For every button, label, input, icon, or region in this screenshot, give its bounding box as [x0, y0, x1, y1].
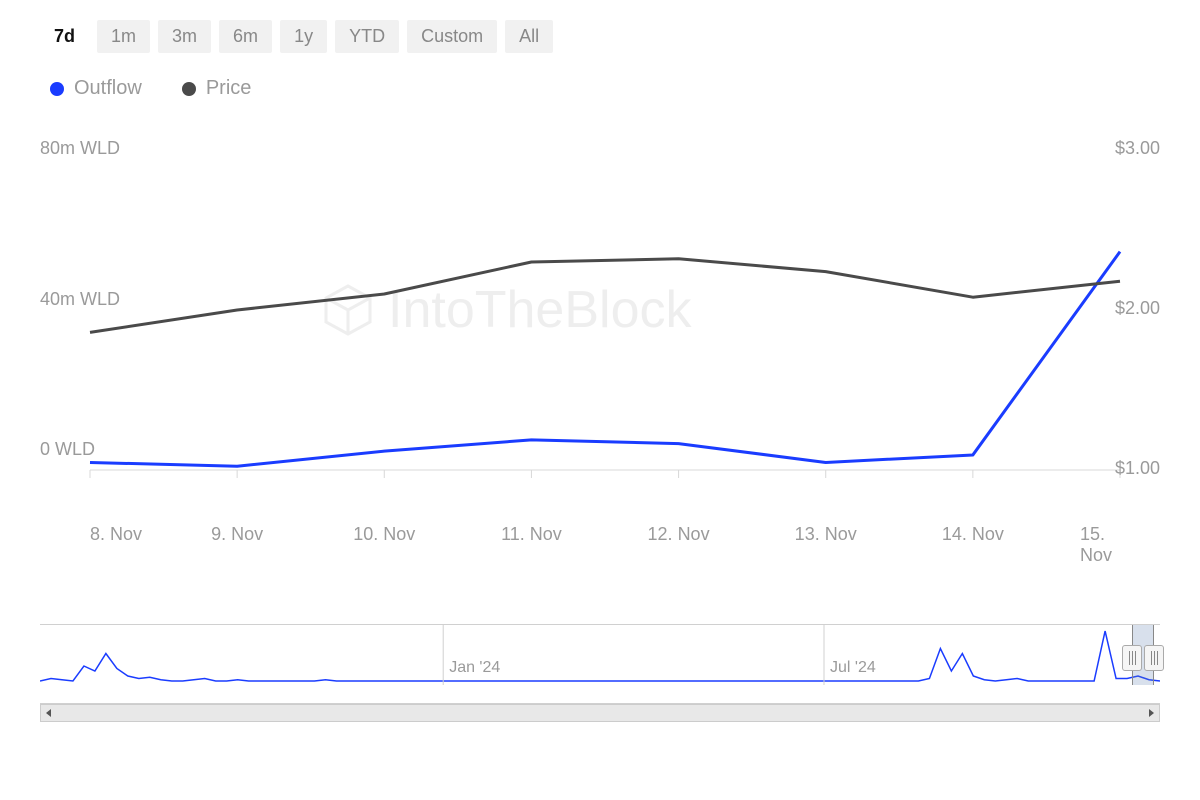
x-tick-label: 8. Nov	[90, 524, 142, 545]
timeframe-3m[interactable]: 3m	[158, 20, 211, 53]
navigator-resize-handle[interactable]	[1144, 645, 1164, 671]
scroll-left-arrow[interactable]	[41, 705, 57, 721]
timeframe-selector: 7d1m3m6m1yYTDCustomAll	[40, 20, 1160, 53]
y-left-tick-label: 40m WLD	[40, 289, 120, 310]
legend-dot-icon	[182, 82, 196, 96]
legend-item-price[interactable]: Price	[182, 77, 252, 100]
y-right-tick-label: $2.00	[1115, 298, 1160, 319]
timeframe-ytd[interactable]: YTD	[335, 20, 399, 53]
x-axis-labels: 8. Nov 9. Nov 10. Nov 11. Nov 12. Nov 13. Nov…	[40, 524, 1160, 554]
chart-plot	[40, 140, 1160, 520]
x-tick-label: 15. Nov	[1080, 524, 1120, 566]
scroll-right-arrow[interactable]	[1143, 705, 1159, 721]
timeframe-1y[interactable]: 1y	[280, 20, 327, 53]
legend-item-outflow[interactable]: Outflow	[50, 77, 142, 100]
timeframe-custom[interactable]: Custom	[407, 20, 497, 53]
navigator-x-label: Jul '24	[830, 659, 876, 677]
navigator-sparkline	[40, 625, 1160, 685]
x-tick-label: 13. Nov	[795, 524, 857, 545]
timeframe-all[interactable]: All	[505, 20, 553, 53]
chart-legend: Outflow Price	[40, 77, 1160, 100]
x-tick-label: 14. Nov	[942, 524, 1004, 545]
x-tick-label: 10. Nov	[353, 524, 415, 545]
y-right-tick-label: $3.00	[1115, 138, 1160, 159]
legend-label: Outflow	[74, 77, 142, 100]
x-tick-label: 12. Nov	[648, 524, 710, 545]
navigator-scrollbar[interactable]	[40, 704, 1160, 722]
timeframe-6m[interactable]: 6m	[219, 20, 272, 53]
x-tick-label: 11. Nov	[501, 524, 562, 545]
y-left-tick-label: 0 WLD	[40, 439, 95, 460]
legend-label: Price	[206, 77, 252, 100]
timeframe-7d[interactable]: 7d	[40, 20, 89, 53]
y-left-tick-label: 80m WLD	[40, 138, 120, 159]
range-navigator[interactable]: Jan '24 Jul '24	[40, 624, 1160, 704]
navigator-resize-handle[interactable]	[1122, 645, 1142, 671]
timeframe-1m[interactable]: 1m	[97, 20, 150, 53]
y-right-tick-label: $1.00	[1115, 458, 1160, 479]
legend-dot-icon	[50, 82, 64, 96]
main-chart[interactable]: IntoTheBlock 0 WLD40m WLD80m WLD $1.00$2…	[40, 140, 1160, 520]
x-tick-label: 9. Nov	[211, 524, 263, 545]
navigator-x-label: Jan '24	[449, 659, 500, 677]
